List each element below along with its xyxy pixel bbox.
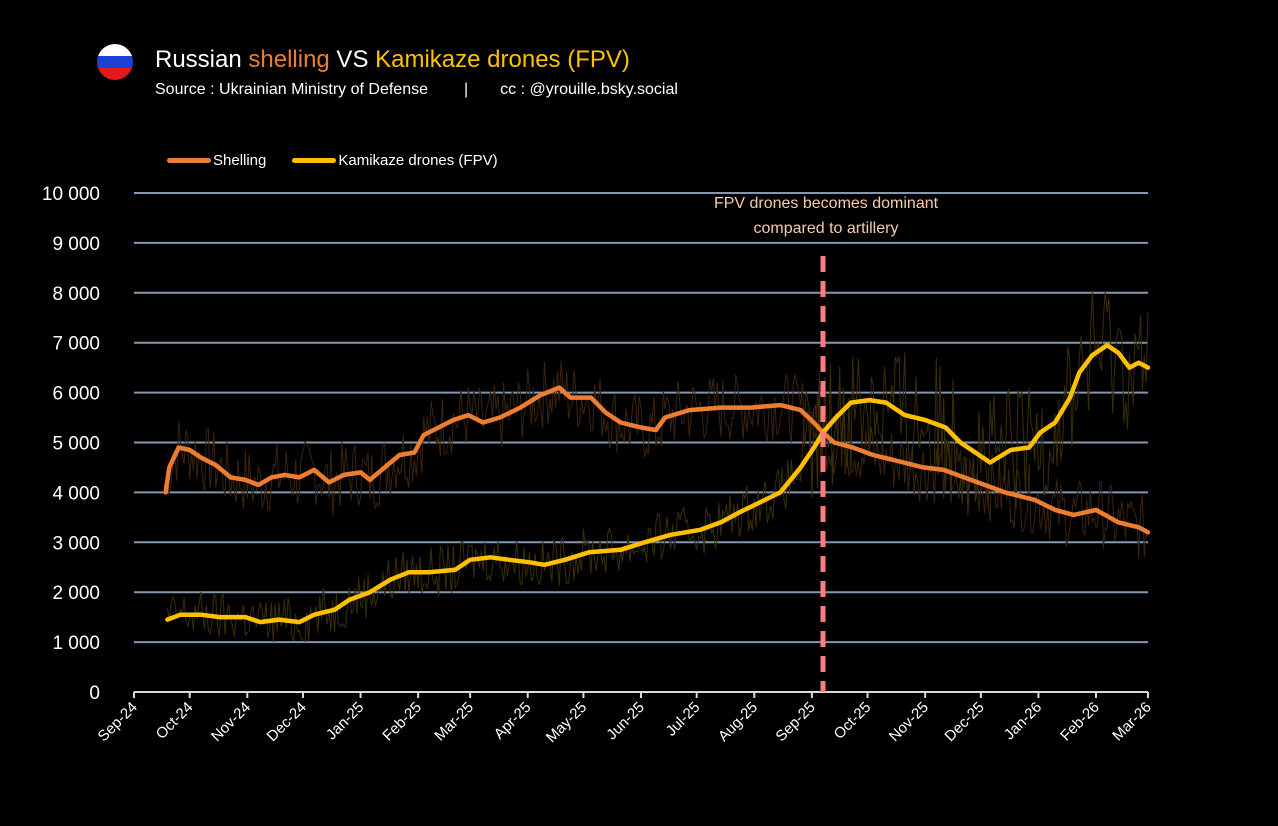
series-lines	[163, 342, 1151, 625]
y-tick-label: 9 000	[52, 234, 100, 255]
legend-swatch-fpv	[292, 158, 337, 163]
y-tick-label: 8 000	[52, 284, 100, 305]
title-part-vs: VS	[329, 46, 376, 73]
flag-stripe-blue	[97, 56, 133, 68]
annotation-text: FPV drones becomes dominant	[714, 195, 939, 212]
x-tick-label: Jan-26	[1001, 699, 1045, 743]
x-tick-label: Mar-26	[1109, 699, 1155, 745]
legend-label-shelling: Shelling	[213, 152, 267, 169]
y-tick-label: 0	[89, 683, 100, 704]
legend-item-shelling: Shelling	[167, 152, 266, 169]
x-tick-label: Apr-25	[491, 699, 535, 743]
x-tick-label: Jan-25	[323, 699, 367, 743]
y-tick-label: 4 000	[52, 483, 100, 504]
russia-flag-icon	[97, 44, 133, 80]
x-tick-label: Sep-25	[772, 699, 818, 745]
separator: |	[464, 81, 469, 98]
source-text: Source : Ukrainian Ministry of Defense	[155, 81, 428, 98]
y-tick-label: 2 000	[52, 583, 100, 604]
annotation: FPV drones becomes dominant compared to a…	[714, 195, 939, 692]
legend-item-fpv: Kamikaze drones (FPV)	[292, 152, 498, 169]
x-tick-label: Aug-25	[715, 699, 761, 745]
x-tick-label: Nov-24	[208, 699, 254, 745]
y-tick-label: 3 000	[52, 533, 100, 554]
chart-title: Russian shelling VS Kamikaze drones (FPV…	[155, 46, 630, 74]
title-part-fpv: Kamikaze drones (FPV)	[375, 46, 630, 73]
x-tick-label: Jun-25	[603, 699, 647, 743]
x-tick-label: Mar-25	[431, 699, 477, 745]
legend: Shelling Kamikaze drones (FPV)	[167, 152, 524, 169]
x-tick-label: Oct-25	[831, 699, 875, 743]
x-tick-label: Sep-24	[95, 699, 141, 745]
legend-swatch-shelling	[167, 158, 211, 163]
raw-series-0	[165, 360, 1149, 560]
y-tick-label: 1 000	[52, 633, 100, 654]
x-tick-label: May-25	[543, 699, 590, 746]
x-tick-label: Dec-25	[941, 699, 987, 745]
chart-subtitle: Source : Ukrainian Ministry of Defense | c…	[155, 81, 678, 99]
gridlines	[134, 192, 1148, 644]
title-part-russian: Russian	[155, 46, 249, 73]
x-tick-label: Feb-26	[1057, 699, 1103, 745]
y-tick-label: 6 000	[52, 384, 100, 405]
flag-stripe-white	[97, 44, 133, 56]
x-tick-label: Dec-24	[264, 699, 310, 745]
title-part-shelling: shelling	[248, 46, 330, 73]
x-tick-label: Jul-25	[663, 699, 704, 740]
flag-stripe-red	[97, 68, 133, 80]
credit-text: cc : @yrouille.bsky.social	[500, 81, 678, 98]
y-tick-label: 5 000	[52, 434, 100, 455]
annotation-text: compared to artillery	[754, 220, 899, 237]
x-tick-label: Feb-25	[379, 699, 425, 745]
y-tick-label: 7 000	[52, 334, 100, 355]
y-axis: 0 1 000 2 000 3 000 4 000 5 000 6 000 7 000 8 00…	[42, 184, 100, 704]
y-tick-label: 10 000	[42, 184, 100, 205]
series-line-fpv	[165, 342, 1151, 625]
x-tick-label: Oct-24	[153, 699, 197, 743]
series-line-shelling	[163, 385, 1151, 535]
x-tick-label: Nov-25	[886, 699, 932, 745]
x-axis: Sep-24 Oct-24 Nov-24 Dec-24 Jan-25 Feb-25 Mar-…	[95, 691, 1155, 746]
legend-label-fpv: Kamikaze drones (FPV)	[338, 152, 498, 169]
